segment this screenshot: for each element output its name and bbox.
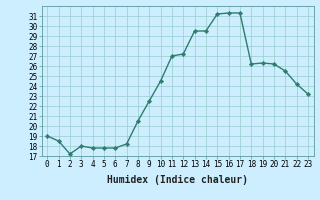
X-axis label: Humidex (Indice chaleur): Humidex (Indice chaleur) <box>107 175 248 185</box>
